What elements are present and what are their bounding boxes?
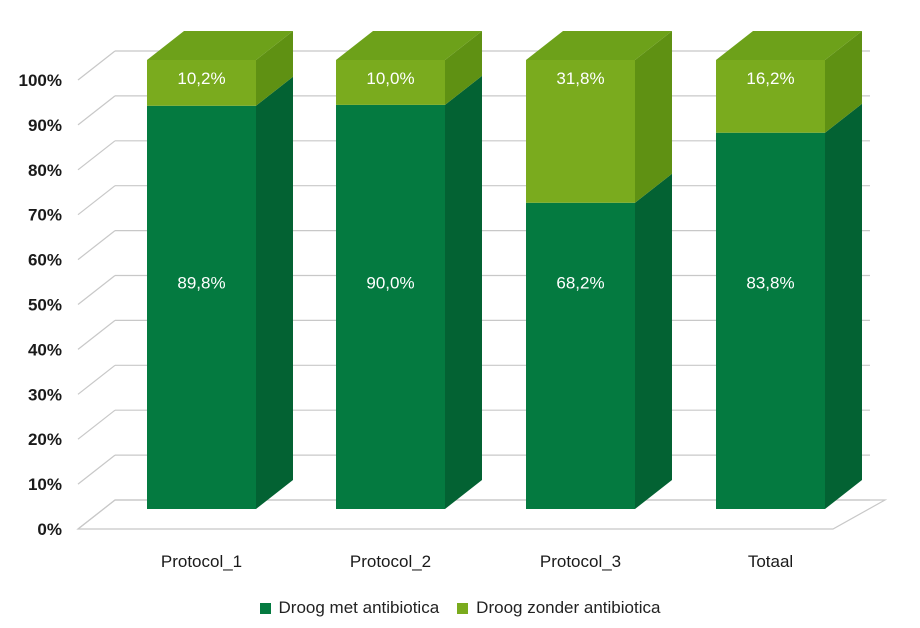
y-tick-label: 80% bbox=[28, 161, 62, 180]
bar-top bbox=[526, 31, 672, 60]
data-label: 10,0% bbox=[366, 69, 414, 88]
bar-segment bbox=[147, 105, 256, 509]
bar-top bbox=[716, 31, 862, 60]
x-tick-label: Totaal bbox=[748, 552, 793, 571]
x-axis-ticks: Protocol_1 Protocol_2 Protocol_3 Totaal bbox=[161, 552, 793, 571]
gridline-diagonal bbox=[77, 185, 116, 216]
y-tick-label: 0% bbox=[37, 520, 62, 539]
bars: 89,8% 10,2% 90,0% 10,0% 68,2% 31,8% 83,8% 16,2% bbox=[147, 31, 862, 510]
legend-swatch-zonder-antibiotica bbox=[457, 602, 469, 614]
bar-segment bbox=[716, 60, 825, 133]
y-tick-label: 90% bbox=[28, 116, 62, 135]
data-label: 90,0% bbox=[366, 274, 414, 293]
data-label: 10,2% bbox=[177, 69, 225, 88]
data-label: 89,8% bbox=[177, 274, 225, 293]
data-label: 68,2% bbox=[556, 274, 604, 293]
bar-side bbox=[825, 103, 862, 509]
legend-item-zonder-antibiotica: Droog zonder antibiotica bbox=[457, 598, 660, 618]
bar-segment bbox=[526, 202, 635, 510]
y-axis-ticks: 0% 10% 20% 30% 40% 50% 60% 70% 80% 90% 100% bbox=[19, 71, 62, 539]
y-tick-label: 50% bbox=[28, 296, 62, 315]
gridline-diagonal bbox=[77, 364, 116, 395]
bar-segment bbox=[147, 60, 256, 106]
gridline-diagonal bbox=[77, 499, 116, 530]
bar-segment bbox=[336, 60, 445, 105]
data-label: 31,8% bbox=[556, 69, 604, 88]
legend-label-zonder-antibiotica: Droog zonder antibiotica bbox=[476, 598, 661, 617]
x-tick-label: Protocol_3 bbox=[540, 552, 621, 571]
y-tick-label: 20% bbox=[28, 430, 62, 449]
bar-side bbox=[445, 75, 482, 510]
bar-side bbox=[825, 31, 862, 133]
gridline-diagonal bbox=[77, 275, 116, 305]
legend-item-met-antibiotica: Droog met antibiotica bbox=[259, 598, 440, 618]
legend-label-met-antibiotica: Droog met antibiotica bbox=[278, 598, 440, 617]
bar-side bbox=[256, 76, 293, 509]
bar-side bbox=[635, 173, 672, 510]
bar-side bbox=[256, 31, 293, 106]
gridline-diagonal bbox=[77, 319, 116, 350]
bar-segment bbox=[526, 60, 635, 203]
chart: 0% 10% 20% 30% 40% 50% 60% 70% 80% 90% 100% 89,8% 1… bbox=[19, 31, 888, 571]
bar-top bbox=[336, 31, 482, 60]
gridline-diagonal bbox=[77, 95, 116, 126]
y-tick-label: 60% bbox=[28, 251, 62, 270]
legend: Droog met antibiotica Droog zonder antib… bbox=[0, 596, 920, 620]
gridline-diagonal bbox=[77, 230, 116, 261]
bar-top bbox=[147, 31, 293, 60]
gridline-diagonal bbox=[77, 454, 116, 485]
y-tick-label: 40% bbox=[28, 340, 62, 359]
y-tick-label: 70% bbox=[28, 206, 62, 225]
data-label: 16,2% bbox=[746, 69, 794, 88]
x-tick-label: Protocol_1 bbox=[161, 552, 242, 571]
gridline-diagonal bbox=[77, 140, 116, 171]
bar-segment bbox=[716, 132, 825, 509]
legend-swatch-met-antibiotica bbox=[259, 602, 271, 614]
bar-side bbox=[635, 31, 672, 203]
y-tick-label: 10% bbox=[28, 475, 62, 494]
bar-segment bbox=[336, 104, 445, 510]
gridline-diagonal bbox=[77, 50, 116, 81]
data-label: 83,8% bbox=[746, 274, 794, 293]
gridline-diagonal bbox=[77, 409, 116, 440]
bar-side bbox=[445, 31, 482, 105]
y-tick-label: 100% bbox=[19, 71, 62, 90]
x-tick-label: Protocol_2 bbox=[350, 552, 431, 571]
y-tick-label: 30% bbox=[28, 385, 62, 404]
